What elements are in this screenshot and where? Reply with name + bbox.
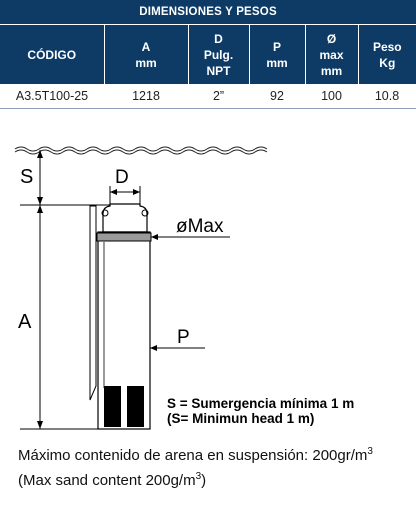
column-header-peso: Peso Kg — [357, 24, 416, 84]
table-row: A3.5T100-25 1218 2” 92 100 10.8 — [0, 84, 416, 109]
cell-peso: 10.8 — [358, 84, 416, 109]
footer-sand-content-en: (Max sand content 200g/m3) — [18, 471, 207, 489]
water-surface-line — [14, 146, 268, 152]
d-label: D — [115, 167, 129, 188]
note-min-submergence: S = Sumergencia mínima 1 m — [167, 396, 355, 411]
s-label: S — [20, 166, 33, 188]
cell-a: 1218 — [104, 84, 188, 109]
column-header-codigo: CÓDIGO — [0, 24, 104, 84]
column-header-d: D Pulg. NPT — [187, 24, 249, 84]
a-label: A — [18, 311, 32, 333]
cable-guard — [89, 205, 97, 401]
pump-head — [101, 203, 149, 233]
p-label: P — [177, 327, 190, 348]
cell-max: 100 — [305, 84, 358, 109]
footer-sand-content-es: Máximo contenido de arena en suspensión:… — [18, 446, 373, 464]
max-label: øMax — [176, 216, 224, 237]
note-min-head: (S= Minimun head 1 m) — [167, 411, 315, 426]
table-title: DIMENSIONES Y PESOS — [0, 0, 416, 25]
cell-d: 2” — [188, 84, 249, 109]
intake-slot-right — [127, 386, 144, 427]
intake-slot-left — [104, 386, 121, 427]
pump-diagram: S A D øMax P — [14, 146, 268, 430]
max-diameter-band — [96, 232, 152, 242]
cell-p: 92 — [249, 84, 305, 109]
cell-codigo: A3.5T100-25 — [0, 84, 104, 109]
